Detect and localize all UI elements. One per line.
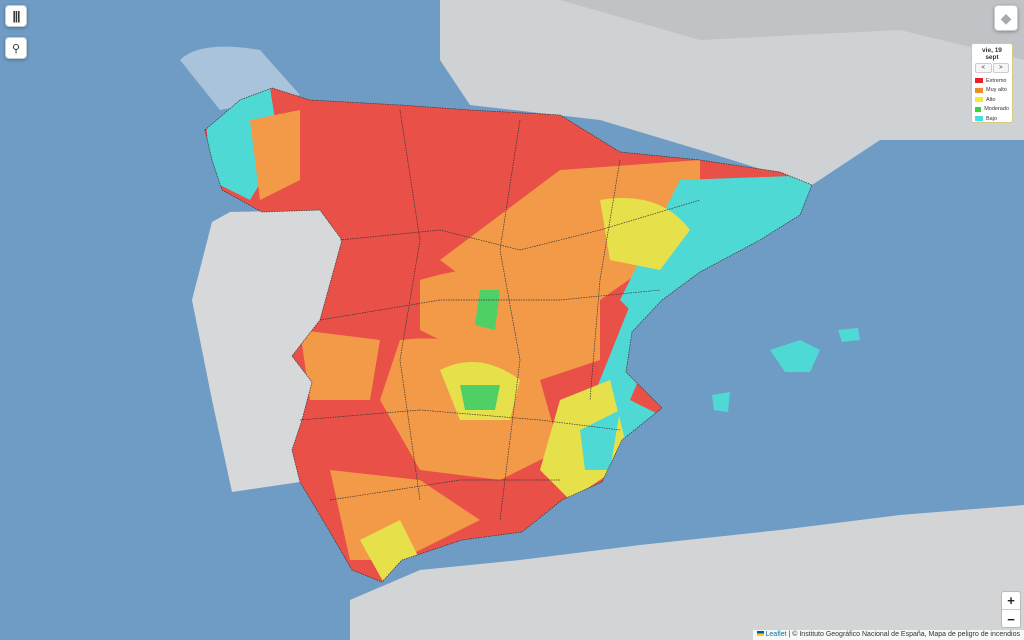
legend-item: Extremo: [975, 76, 1009, 86]
legend-swatch: [975, 78, 983, 84]
alps-land: [560, 0, 1024, 60]
bars-icon: |||: [12, 9, 20, 23]
zoom-in-button[interactable]: +: [1002, 592, 1020, 610]
leaflet-link[interactable]: Leaflet: [765, 631, 787, 638]
africa-land: [350, 505, 1024, 640]
menorca: [838, 328, 860, 342]
province-borders: [204, 87, 813, 583]
legend-date: vie, 19 sept: [982, 47, 1002, 61]
legend-swatch: [975, 116, 983, 122]
legend-label: Alto: [986, 96, 996, 103]
mallorca: [770, 340, 820, 372]
search-icon: ⚲: [11, 42, 21, 55]
legend-swatch: [975, 87, 983, 93]
layers-button[interactable]: ◆: [994, 5, 1018, 31]
attribution: Leaflet | © Instituto Geográfico Naciona…: [752, 630, 1024, 640]
next-day-button[interactable]: >: [992, 63, 1009, 73]
legend-label: Moderado: [984, 106, 1009, 113]
ukraine-flag-icon: [756, 631, 764, 636]
legend-label: Bajo: [986, 115, 998, 122]
search-button[interactable]: ⚲: [5, 37, 27, 59]
prev-day-button[interactable]: <: [975, 63, 992, 73]
legend-item: Alto: [975, 95, 1009, 105]
zoom-control: + −: [1001, 591, 1021, 628]
layers-icon: ◆: [1000, 9, 1012, 26]
ibiza: [712, 392, 730, 412]
legend-item: Bajo: [975, 114, 1009, 124]
legend-item: Muy alto: [975, 86, 1009, 96]
menu-button[interactable]: |||: [5, 5, 27, 27]
france-land: [440, 0, 1024, 185]
attribution-text: | © Instituto Geográfico Nacional de Esp…: [786, 631, 1020, 638]
legend-swatch: [975, 97, 983, 103]
legend-swatch: [975, 106, 982, 112]
legend-panel: vie, 19 sept < > Extremo Muy alto Alto M…: [971, 43, 1013, 123]
legend-label: Extremo: [986, 77, 1007, 84]
legend-item: Moderado: [975, 105, 1009, 115]
legend-label: Muy alto: [986, 87, 1007, 94]
portugal-land: [192, 210, 342, 492]
zoom-out-button[interactable]: −: [1007, 611, 1015, 627]
